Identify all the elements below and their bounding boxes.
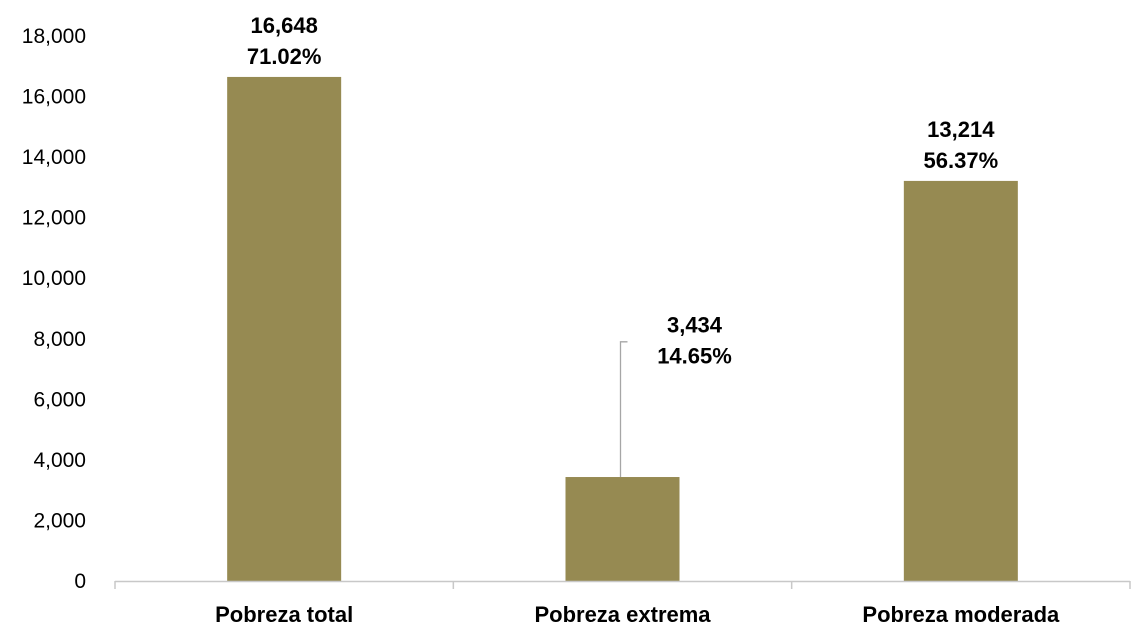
leader-line	[619, 341, 628, 478]
y-tick-label: 12,000	[22, 207, 86, 230]
y-tick-label: 14,000	[22, 146, 86, 169]
bar-3	[903, 180, 1018, 582]
bar-1	[227, 76, 342, 582]
y-tick-label: 10,000	[22, 267, 86, 290]
data-label-value: 13,214	[927, 117, 995, 142]
data-label-value: 3,434	[667, 312, 723, 337]
bar-2	[565, 477, 680, 581]
y-tick-label: 16,000	[22, 86, 86, 109]
data-label-percent: 56.37%	[924, 148, 999, 173]
data-label-value: 16,648	[251, 13, 318, 38]
y-tick-label: 4,000	[33, 449, 86, 472]
y-tick-label: 8,000	[33, 328, 86, 351]
y-tick-label: 6,000	[33, 388, 86, 411]
y-tick-label: 2,000	[33, 509, 86, 532]
x-category-label: Pobreza total	[215, 602, 353, 627]
y-tick-label: 0	[74, 570, 86, 593]
x-category-label: Pobreza extrema	[534, 602, 711, 627]
x-category-label: Pobreza moderada	[862, 602, 1060, 627]
data-label-percent: 71.02%	[247, 44, 322, 69]
y-tick-label: 18,000	[22, 25, 86, 48]
data-label-percent: 14.65%	[657, 343, 732, 368]
y-axis-ticks: 0 2,000 4,000 6,000 8,000 10,000 12,000 14,000 1…	[22, 25, 86, 593]
data-labels: 16,648 71.02% 3,434 14.65% 13,214 56.37%	[247, 13, 998, 368]
leader-lines	[619, 341, 628, 478]
bars-group	[227, 76, 1018, 582]
x-axis-categories: Pobreza total Pobreza extrema Pobreza mode…	[114, 581, 1131, 627]
